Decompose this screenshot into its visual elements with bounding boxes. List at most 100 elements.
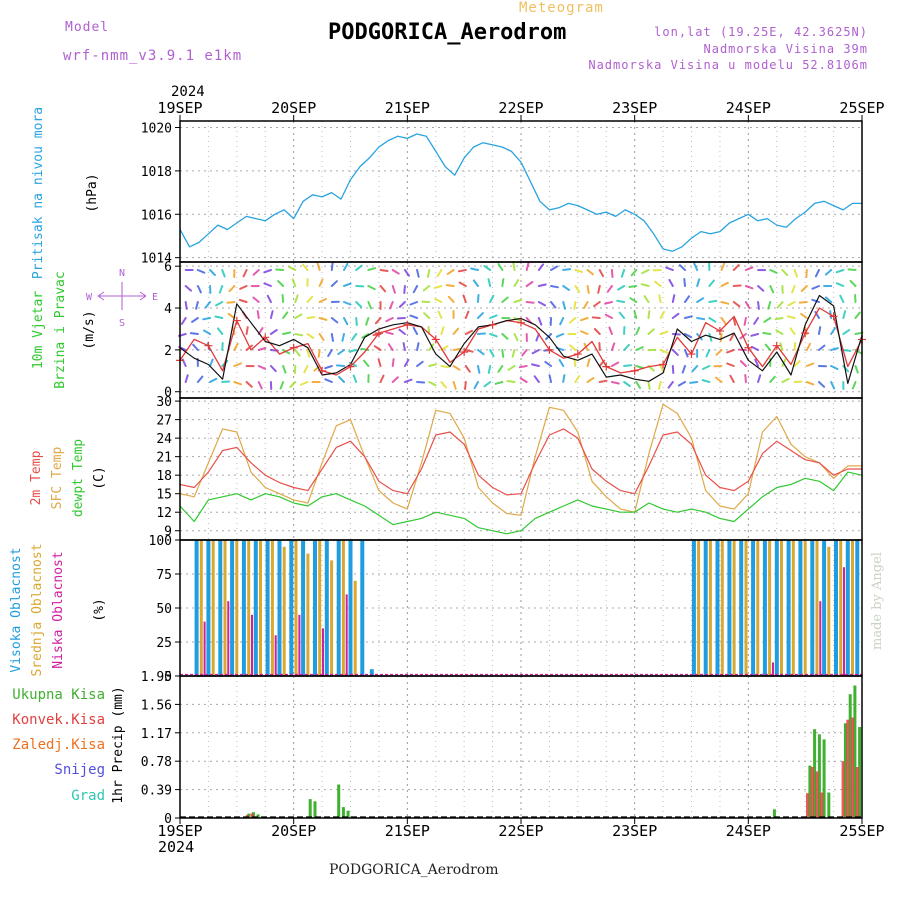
wind-barb bbox=[367, 301, 373, 310]
wind-barb bbox=[610, 361, 620, 367]
wind-barb bbox=[436, 269, 443, 277]
wind-barb bbox=[416, 342, 420, 351]
precip-legend-label: Ukupna Kisa bbox=[12, 687, 105, 703]
wind-barb bbox=[569, 344, 577, 351]
wind-barb bbox=[591, 316, 601, 319]
high-cloud-bar bbox=[253, 540, 258, 676]
wind-barb bbox=[521, 349, 528, 357]
footer-station: PODGORICA_Aerodrom bbox=[329, 862, 499, 878]
y-tick-label-temperature: 18 bbox=[156, 469, 172, 484]
wind-barb bbox=[830, 365, 839, 370]
wind-barb bbox=[835, 269, 845, 274]
wind-barb bbox=[732, 284, 742, 287]
mid-cloud-bar bbox=[827, 546, 831, 676]
wind-barb bbox=[476, 294, 480, 303]
wind-barb bbox=[617, 285, 626, 291]
wind-barb bbox=[445, 284, 455, 287]
date-tick-top: 21SEP bbox=[385, 99, 430, 117]
wind-barb bbox=[282, 365, 287, 374]
mid-cloud-axis-title: Srednja Oblacnost bbox=[30, 543, 45, 676]
wind-barb bbox=[361, 333, 370, 339]
mid-cloud-bar bbox=[223, 540, 227, 676]
y-tick-label-precip: 1.17 bbox=[141, 727, 172, 742]
high-cloud-bar bbox=[348, 540, 353, 676]
wind-barb bbox=[238, 299, 248, 303]
y-tick-label-temperature: 24 bbox=[156, 432, 172, 447]
mid-cloud-bar bbox=[341, 540, 345, 676]
wind-barb bbox=[786, 315, 796, 319]
mid-cloud-bar bbox=[235, 540, 239, 676]
mid-cloud-bar bbox=[815, 540, 819, 676]
wind-barb bbox=[537, 263, 545, 271]
wind-barb bbox=[462, 294, 467, 303]
wind-gust-marker bbox=[630, 366, 639, 375]
wind-barb bbox=[562, 285, 570, 291]
y-tick-label-pressure: 1016 bbox=[141, 208, 172, 223]
wind-barb bbox=[385, 317, 394, 323]
wind-barb bbox=[294, 333, 304, 337]
high-cloud-bar bbox=[739, 540, 744, 676]
wind-barb bbox=[573, 301, 577, 310]
wind-barb bbox=[781, 269, 789, 277]
wind-barb bbox=[195, 301, 199, 310]
wind-barb bbox=[842, 349, 852, 352]
wind-barb bbox=[616, 299, 626, 303]
y-tick-label-clouds: 25 bbox=[156, 636, 172, 651]
date-tick-bottom: 21SEP bbox=[385, 822, 430, 840]
wind-barb bbox=[633, 310, 638, 319]
wind-barb bbox=[586, 285, 590, 294]
wind-barb bbox=[659, 310, 666, 319]
wind-barb bbox=[550, 285, 559, 289]
wind-barb bbox=[719, 333, 723, 342]
wind-barb bbox=[800, 285, 808, 292]
wind-barb bbox=[489, 294, 495, 303]
wind-barb bbox=[196, 285, 202, 294]
wind-barb bbox=[233, 381, 242, 386]
wind-barb bbox=[708, 299, 718, 303]
wind-barb bbox=[472, 279, 479, 287]
temp-sfc-axis-title: SFC Temp bbox=[50, 447, 65, 510]
wind-barb bbox=[428, 343, 435, 351]
wind-barb bbox=[338, 376, 346, 383]
total-precip-bar bbox=[808, 765, 812, 818]
precip-legend-label: Snijeg bbox=[54, 762, 105, 778]
wind-barb bbox=[227, 313, 236, 319]
wind-barb bbox=[805, 381, 815, 386]
y-tick-label-pressure: 1020 bbox=[141, 122, 172, 137]
wind-barb bbox=[412, 326, 419, 335]
mid-cloud-bar bbox=[780, 540, 783, 676]
wind-barb bbox=[377, 358, 382, 367]
high-cloud-bar bbox=[277, 540, 282, 676]
date-tick-bottom: 23SEP bbox=[612, 822, 657, 840]
low-cloud-bar bbox=[227, 601, 230, 676]
date-tick-bottom: 19SEP bbox=[157, 822, 202, 840]
top-year-label: 2024 bbox=[171, 84, 205, 100]
wind-barb bbox=[744, 374, 747, 383]
y-tick-label-clouds: 75 bbox=[156, 568, 172, 583]
wind-barb bbox=[671, 294, 676, 303]
wind-barb bbox=[641, 269, 650, 275]
wind-barb bbox=[470, 267, 479, 271]
wind-barb bbox=[403, 358, 410, 367]
wind-barb bbox=[269, 365, 277, 373]
wind-barb bbox=[497, 365, 504, 373]
wind-barb bbox=[416, 360, 424, 367]
wind-barb bbox=[387, 343, 394, 351]
wind-barb bbox=[416, 381, 426, 384]
wind-barb bbox=[257, 347, 267, 351]
wind-barb bbox=[266, 294, 272, 303]
wind-barb bbox=[402, 342, 406, 351]
wind-barb bbox=[696, 317, 706, 321]
wind-barb bbox=[824, 269, 833, 276]
wind-barb bbox=[204, 301, 212, 309]
mid-cloud-bar bbox=[318, 540, 322, 676]
wind-barb bbox=[245, 381, 253, 388]
wind-barb bbox=[440, 365, 450, 369]
wind-barb bbox=[487, 278, 492, 287]
high-cloud-bar bbox=[855, 540, 860, 676]
wind-barb bbox=[263, 269, 272, 274]
wind-barb bbox=[720, 281, 729, 287]
wind-barb bbox=[313, 365, 321, 372]
wind-barb bbox=[774, 317, 784, 321]
